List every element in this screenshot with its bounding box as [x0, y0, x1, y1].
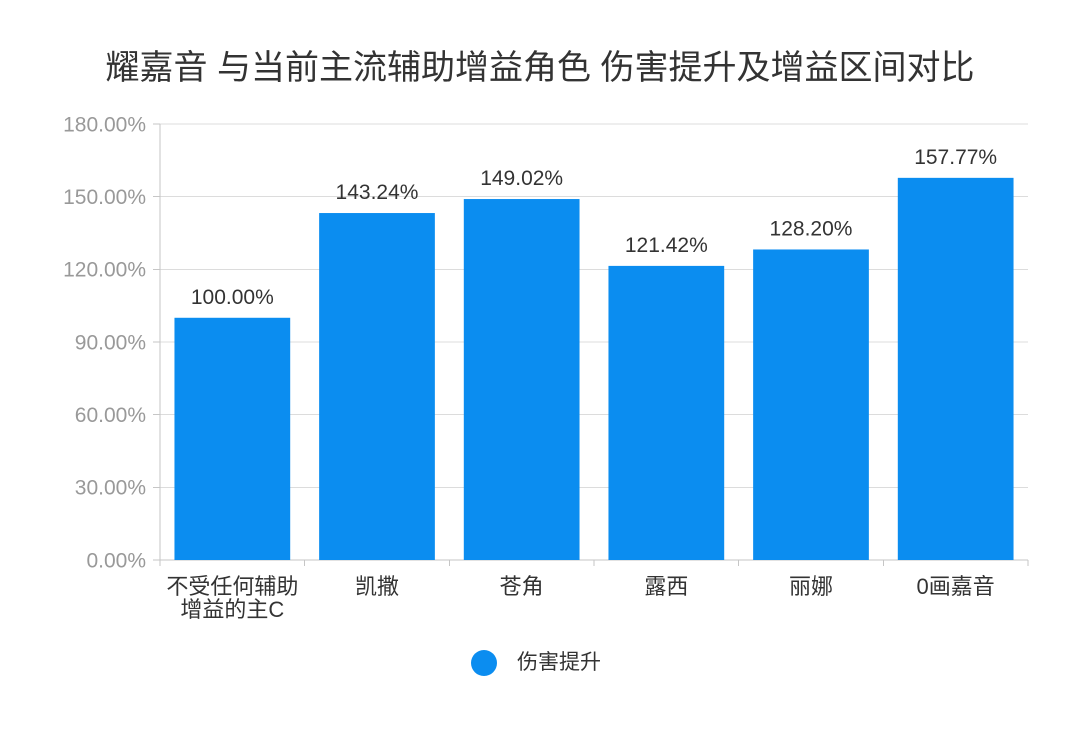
axes [153, 123, 1029, 566]
bar-0 [174, 317, 291, 560]
y-tick-label-0: 0.00% [86, 549, 146, 572]
y-tick-label-3: 90.00% [75, 331, 146, 354]
legend-swatch [471, 650, 497, 676]
chart-title: 耀嘉音 与当前主流辅助增益角色 伤害提升及增益区间对比 [105, 49, 975, 87]
x-tick-label-line-1: 增益的主C [180, 597, 284, 622]
y-tick-label-2: 60.00% [75, 404, 146, 427]
x-tick-label-4: 丽娜 [789, 574, 833, 599]
bar-2 [463, 199, 580, 560]
legend-label: 伤害提升 [517, 651, 601, 674]
legend: 伤害提升 [471, 650, 601, 676]
x-axis-labels: 不受任何辅助增益的主C 凯撒 苍角 露西 丽娜 0画嘉音 [166, 574, 994, 622]
legend-item-damage-boost: 伤害提升 [471, 650, 601, 676]
data-label-5: 157.77% [914, 146, 997, 169]
x-tick-label-3: 露西 [644, 574, 688, 599]
y-axis-labels: 0.00% 30.00% 60.00% 90.00% 120.00% 150.00% 180… [63, 113, 146, 572]
bar-4 [753, 249, 869, 560]
x-tick-label-2: 苍角 [500, 574, 544, 599]
x-tick-label-1: 凯撒 [355, 574, 399, 599]
x-tick-label-0: 不受任何辅助增益的主C [166, 574, 298, 622]
data-label-2: 149.02% [480, 167, 563, 190]
x-tick-label-line-0: 不受任何辅助 [166, 574, 298, 599]
y-tick-label-6: 180.00% [63, 113, 146, 136]
y-tick-label-1: 30.00% [75, 477, 146, 500]
data-labels: 100.00% 143.24% 149.02% 121.42% 128.20% 157.7… [191, 146, 997, 309]
bar-1 [319, 213, 435, 560]
y-tick-label-4: 120.00% [63, 259, 146, 282]
gridlines [160, 123, 1028, 488]
data-label-0: 100.00% [191, 286, 274, 309]
bar-3 [608, 265, 725, 560]
data-label-4: 128.20% [770, 217, 853, 240]
data-label-3: 121.42% [625, 234, 708, 257]
y-tick-label-5: 150.00% [63, 186, 146, 209]
bars [174, 177, 1014, 560]
x-tick-label-5: 0画嘉音 [917, 574, 995, 599]
bar-5 [897, 177, 1014, 560]
data-label-1: 143.24% [336, 181, 419, 204]
